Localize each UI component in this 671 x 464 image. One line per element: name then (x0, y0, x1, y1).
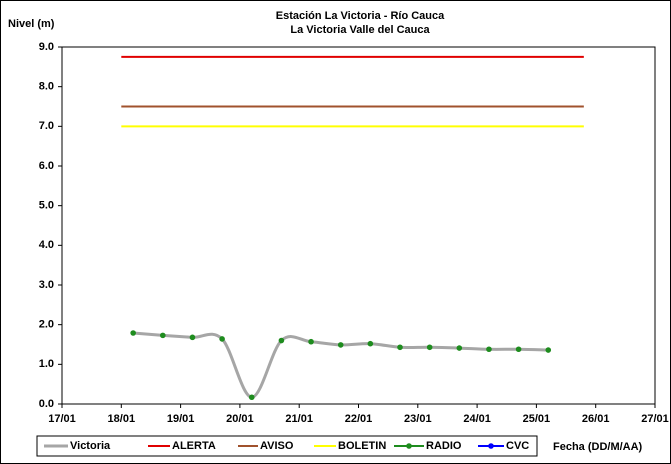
legend-marker (488, 443, 494, 449)
legend-box (36, 435, 538, 457)
series-marker (486, 346, 492, 353)
legend-label: Victoria (70, 440, 111, 452)
y-tick-label: 4.0 (39, 239, 54, 251)
series-marker (189, 334, 196, 341)
x-tick-label: 26/01 (582, 413, 610, 425)
x-tick-label: 19/01 (167, 413, 195, 425)
plot-area (61, 46, 656, 405)
x-tick-label: 22/01 (345, 413, 373, 425)
x-tick-label: 17/01 (48, 413, 76, 425)
x-tick-label: 25/01 (523, 413, 551, 425)
series-marker (426, 344, 433, 351)
legend-marker (406, 443, 412, 449)
legend-label: CVC (506, 440, 529, 452)
x-tick-label: 18/01 (108, 413, 136, 425)
series-marker (545, 347, 552, 353)
series-marker (160, 332, 166, 339)
series-marker (515, 346, 522, 353)
series-marker (397, 344, 403, 351)
chart-title: Estación La Victoria - Río Cauca (276, 10, 445, 22)
x-tick-label: 24/01 (463, 413, 491, 425)
series-marker (337, 342, 344, 348)
legend-label: ALERTA (172, 440, 216, 452)
series-marker (130, 330, 136, 336)
legend-label: RADIO (426, 440, 462, 452)
series-marker (308, 338, 314, 345)
y-tick-label: 9.0 (39, 41, 54, 53)
y-tick-label: 1.0 (39, 358, 54, 370)
y-tick-label: 8.0 (39, 81, 54, 93)
x-tick-label: 23/01 (404, 413, 432, 425)
series-marker (367, 340, 374, 347)
y-tick-label: 7.0 (39, 120, 54, 132)
y-tick-label: 2.0 (39, 319, 54, 331)
x-axis-label: Fecha (DD/M/AA) (553, 441, 643, 453)
series-marker (278, 337, 285, 344)
y-axis-label: Nivel (m) (8, 18, 55, 30)
legend-label: BOLETIN (338, 440, 386, 452)
legend-label: AVISO (260, 440, 294, 452)
x-tick-label: 27/01 (641, 413, 669, 425)
y-tick-label: 3.0 (39, 279, 54, 291)
series-marker (456, 345, 463, 351)
y-tick-label: 0.0 (39, 398, 54, 410)
y-tick-label: 5.0 (39, 200, 54, 212)
series-marker (219, 336, 225, 342)
series-marker (248, 394, 255, 401)
y-tick-label: 6.0 (39, 160, 54, 172)
chart-subtitle: La Victoria Valle del Cauca (290, 24, 430, 36)
x-tick-label: 21/01 (285, 413, 313, 425)
x-tick-label: 20/01 (226, 413, 254, 425)
